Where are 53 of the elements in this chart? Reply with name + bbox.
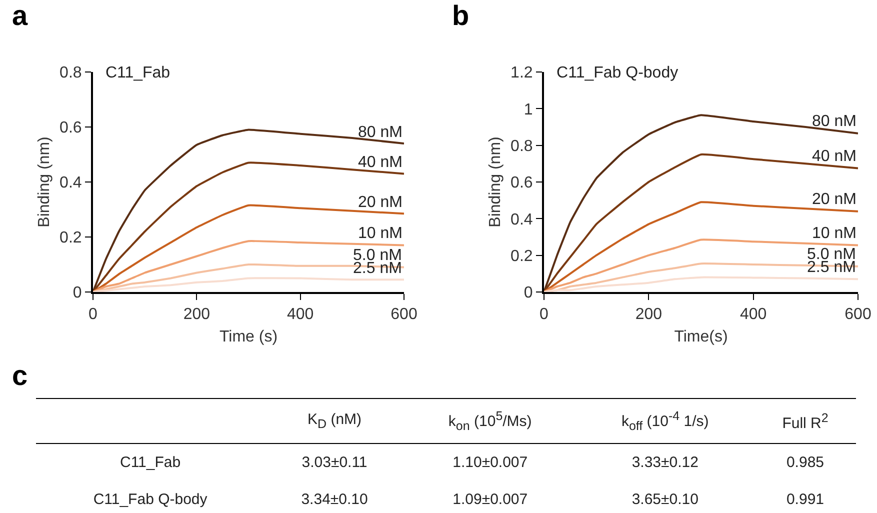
category-label: C11_Fab <box>120 454 181 471</box>
series-label: 80 nM <box>812 113 856 130</box>
y-tick-label: 0.6 <box>510 174 533 192</box>
x-tick-label: 600 <box>390 306 418 324</box>
y-axis-title: Binding (nm) <box>36 136 53 228</box>
chart-title: C11_Fab <box>105 64 170 82</box>
series-label: 2.5 nM <box>807 259 856 276</box>
y-tick-label: 0.8 <box>60 64 82 82</box>
x-tick-label: 0 <box>540 306 549 324</box>
text: 3.34±0.10 <box>301 491 368 508</box>
series-label: 40 nM <box>812 148 856 165</box>
x-axis-title: Time (s) <box>219 328 278 346</box>
series-label: 10 nM <box>812 225 856 242</box>
category-label: k$_{on}$ (10$^{5}$/Ms) <box>404 398 576 444</box>
y-axis-title: Binding (nm) <box>486 136 504 228</box>
text: a <box>12 0 28 32</box>
y-tick-label: 1.2 <box>510 64 533 82</box>
text: 3.03±0.11 <box>302 454 368 471</box>
y-tick-label: 0.4 <box>60 174 82 192</box>
category-label: C11_Fab Q-body <box>93 491 208 508</box>
text: 0.991 <box>786 491 824 508</box>
series-label: 2.5 nM <box>353 260 402 277</box>
text: 3.65±0.10 <box>632 491 698 508</box>
text: 1.10±0.007 <box>452 454 528 471</box>
text: c <box>12 360 28 392</box>
x-tick-label: 400 <box>740 306 767 324</box>
chart-title: C11_Fab Q-body <box>556 64 678 82</box>
series-label: 20 nM <box>812 191 856 208</box>
y-tick-label: 0.4 <box>510 211 533 228</box>
text: 0.985 <box>786 454 824 471</box>
y-tick-label: 1 <box>524 101 533 118</box>
x-tick-label: 400 <box>286 306 314 324</box>
x-axis-title: Time(s) <box>674 328 728 346</box>
text: 3.33±0.12 <box>632 454 698 471</box>
y-tick-label: 0 <box>524 284 533 302</box>
series-label: 10 nM <box>358 225 402 242</box>
y-tick-label: 0.2 <box>60 230 82 247</box>
y-tick-label: 0.6 <box>60 120 82 137</box>
series-label: 40 nM <box>358 154 402 171</box>
y-tick-label: 0.2 <box>510 248 533 265</box>
y-tick-label: 0 <box>72 284 82 302</box>
x-tick-label: 0 <box>88 306 98 324</box>
series-label: 80 nM <box>358 124 402 141</box>
x-tick-label: 600 <box>844 306 872 324</box>
category-label: Full R$^{2}$ <box>754 398 856 444</box>
category-label: K$_{D}$ (nM) <box>264 398 404 444</box>
x-tick-label: 200 <box>635 306 662 324</box>
x-tick-label: 200 <box>183 306 210 324</box>
y-tick-label: 0.8 <box>510 138 533 155</box>
text: 1.09±0.007 <box>452 491 528 508</box>
text: b <box>452 0 470 32</box>
series-label: 20 nM <box>358 194 402 211</box>
category-label: k$_{off}$ (10$^{-4}$ 1/s) <box>576 398 754 444</box>
